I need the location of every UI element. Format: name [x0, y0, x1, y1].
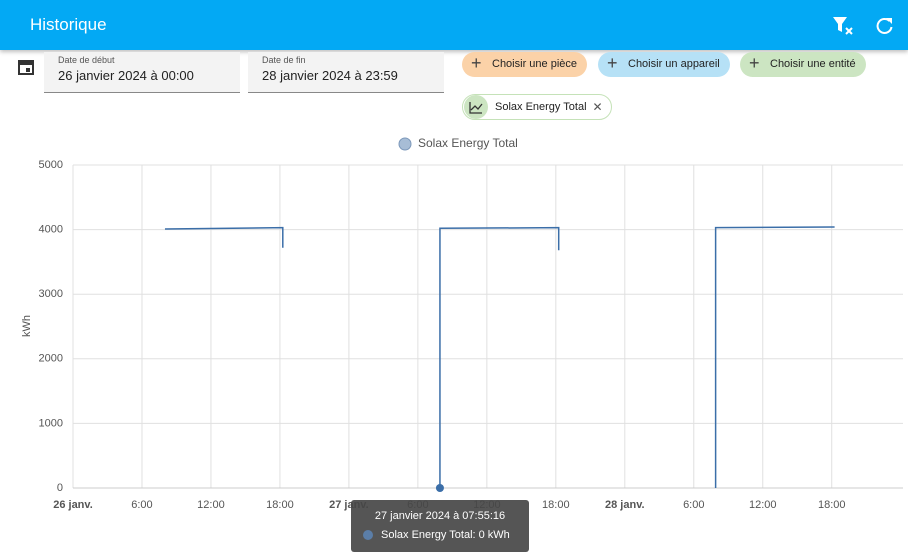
y-tick-label: 3000 [39, 288, 63, 300]
header: Historique [0, 0, 908, 50]
tooltip-marker [363, 530, 373, 540]
entity-icon [464, 95, 488, 119]
end-date-field[interactable]: Date de fin 28 janvier 2024 à 23:59 [248, 52, 444, 93]
entity-name: Solax Energy Total [495, 101, 587, 113]
x-tick-label: 18:00 [818, 499, 846, 511]
tooltip-title: 27 janvier 2024 à 07:55:16 [374, 510, 506, 522]
remove-button[interactable]: ✕ [592, 100, 603, 114]
field-label: Date de début [58, 55, 115, 65]
area-picker[interactable]: Choisir une pièce [462, 51, 587, 77]
field-value: 28 janvier 2024 à 23:59 [262, 68, 398, 83]
x-tick-label: 12:00 [749, 499, 777, 511]
x-tick-label: 28 janv. [605, 499, 645, 511]
tooltip-text: Solax Energy Total: 0 kWh [381, 529, 510, 541]
start-date-field[interactable]: Date de début 26 janvier 2024 à 00:00 [44, 52, 240, 93]
entity-picker[interactable]: Choisir une entité [740, 51, 866, 77]
selected-entity-chip[interactable]: Solax Energy Total ✕ [462, 94, 612, 120]
x-tick-label: 18:00 [266, 499, 294, 511]
x-tick-label: 26 janv. [53, 499, 93, 511]
x-tick-label: 12:00 [197, 499, 225, 511]
x-tick-label: 18:00 [542, 499, 570, 511]
x-tick-label: 6:00 [683, 499, 704, 511]
tooltip: 27 janvier 2024 à 07:55:16 Solax Energy … [351, 500, 529, 552]
device-picker[interactable]: Choisir un appareil [598, 51, 730, 77]
x-tick-label: 6:00 [131, 499, 152, 511]
field-value: 26 janvier 2024 à 00:00 [58, 68, 194, 83]
field-label: Date de fin [262, 55, 306, 65]
y-tick-label: 1000 [39, 417, 63, 429]
y-tick-label: 5000 [39, 159, 63, 171]
y-tick-label: 0 [57, 482, 63, 494]
series-line [164, 226, 835, 488]
legend-label[interactable]: Solax Energy Total [418, 136, 518, 150]
y-axis-label: kWh [21, 315, 33, 337]
y-tick-label: 4000 [39, 224, 63, 236]
legend-marker [398, 137, 412, 151]
hover-point [435, 484, 444, 492]
header-title: Historique [30, 15, 107, 34]
clear-filter-button[interactable] [832, 16, 854, 36]
refresh-button[interactable] [876, 17, 894, 35]
y-tick-label: 2000 [39, 353, 63, 365]
calendar-icon[interactable] [17, 58, 35, 76]
